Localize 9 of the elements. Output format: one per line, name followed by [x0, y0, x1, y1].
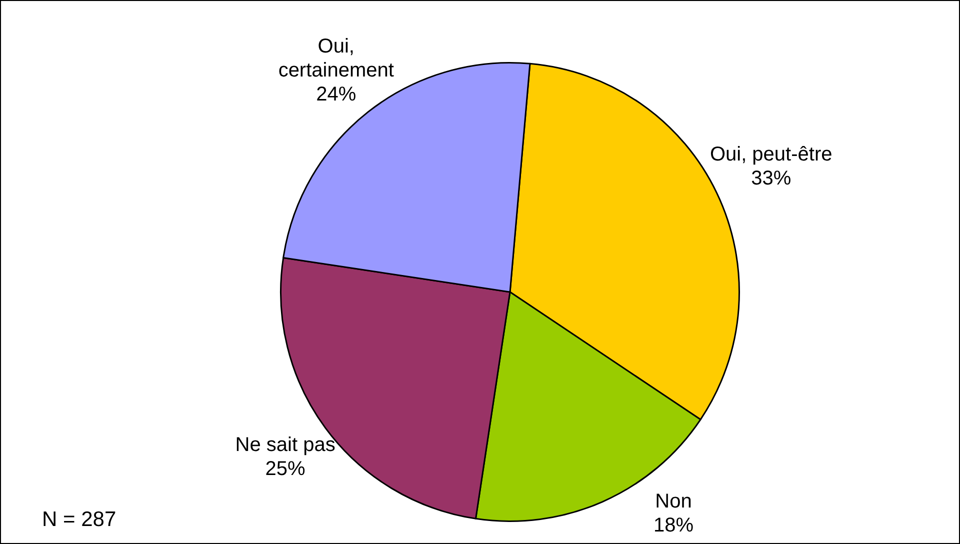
slice-label: Ne sait pas: [235, 434, 336, 456]
text: N = 287: [42, 508, 116, 532]
data-label: 25%: [265, 458, 306, 480]
slice-label: Non: [655, 490, 692, 513]
data-label: 24%: [316, 84, 356, 106]
slice-label: Oui, peut-être: [710, 143, 832, 166]
data-label: 33%: [751, 167, 792, 190]
slice-label: Oui, certainement: [278, 36, 394, 82]
data-label: 18%: [653, 514, 694, 537]
